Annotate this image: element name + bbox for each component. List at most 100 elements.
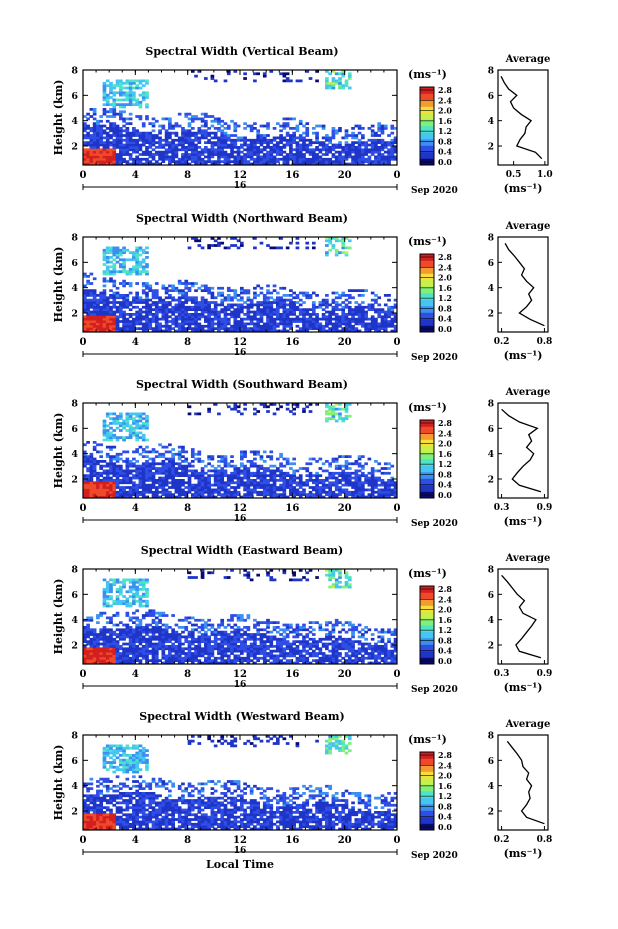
heatmap-cell: [207, 479, 211, 482]
heatmap-cell: [105, 628, 110, 632]
heatmap-cell: [164, 329, 169, 333]
heatmap-cell: [141, 79, 146, 83]
heatmap-cell: [334, 407, 339, 411]
heatmap-cell: [213, 317, 218, 321]
heatmap-cell: [230, 455, 234, 459]
heatmap-cell: [289, 481, 293, 485]
heatmap-cell: [344, 479, 349, 482]
heatmap-cell: [315, 490, 319, 494]
heatmap-cell: [194, 305, 198, 309]
heatmap-cell: [190, 155, 195, 159]
heatmap-cell: [377, 495, 382, 499]
heatmap-cell: [89, 483, 94, 487]
heatmap-cell: [292, 479, 296, 482]
heatmap-cell: [275, 313, 280, 316]
heatmap-cell: [364, 327, 368, 331]
heatmap-cell: [128, 493, 133, 497]
heatmap-cell: [249, 490, 254, 494]
heatmap-cell: [246, 308, 251, 312]
heatmap-cell: [125, 457, 130, 461]
heatmap-cell: [347, 146, 352, 149]
heatmap-cell: [187, 488, 192, 492]
heatmap-cell: [118, 580, 123, 584]
heatmap-cell: [223, 134, 228, 137]
heatmap-cell: [259, 474, 264, 478]
heatmap-cell: [259, 141, 264, 145]
heatmap-cell: [115, 652, 120, 655]
heatmap-cell: [210, 291, 215, 295]
heatmap-cell: [344, 483, 349, 487]
heatmap-cell: [164, 474, 169, 478]
heatmap-cell: [357, 464, 362, 468]
heatmap-cell: [289, 148, 293, 152]
heatmap-cell: [168, 134, 172, 137]
heatmap-cell: [154, 291, 159, 295]
heatmap-cell: [374, 131, 378, 135]
heatmap-cell: [361, 143, 365, 147]
heatmap-cell: [279, 129, 283, 133]
heatmap-cell: [96, 642, 100, 646]
heatmap-cell: [115, 460, 120, 463]
heatmap-cell: [184, 286, 189, 290]
heatmap-cell: [240, 286, 244, 290]
heatmap-cell: [125, 462, 130, 466]
heatmap-cell: [285, 246, 290, 250]
heatmap-cell: [295, 79, 300, 83]
heatmap-cell: [151, 148, 156, 152]
heatmap-cell: [184, 313, 189, 316]
heatmap-cell: [161, 117, 166, 121]
heatmap-cell: [331, 246, 336, 250]
heatmap-cell: [246, 313, 251, 316]
heatmap-cell: [347, 86, 352, 90]
heatmap-cell: [83, 474, 87, 478]
heatmap-cell: [305, 146, 310, 149]
heatmap-cell: [105, 303, 110, 307]
heatmap-cell: [128, 486, 133, 489]
heatmap-cell: [122, 654, 126, 658]
heatmap-cell: [328, 464, 332, 468]
heatmap-cell: [289, 317, 293, 321]
heatmap-cell: [220, 294, 225, 297]
heatmap-cell: [364, 317, 368, 321]
heatmap-cell: [118, 656, 123, 660]
heatmap-cell: [233, 493, 238, 497]
heatmap-cell: [256, 320, 261, 323]
colorbar-swatch: [420, 139, 434, 146]
heatmap-cell: [112, 483, 117, 487]
heatmap-cell: [266, 284, 270, 288]
heatmap-cell: [279, 469, 283, 473]
heatmap-cell: [351, 493, 355, 497]
heatmap-cell: [138, 93, 143, 97]
heatmap-cell: [213, 476, 218, 480]
heatmap-cell: [292, 403, 296, 406]
heatmap-cell: [223, 460, 228, 463]
heatmap-cell: [115, 455, 120, 459]
heatmap-cell: [298, 308, 303, 312]
heatmap-cell: [282, 483, 287, 487]
heatmap-cell: [141, 438, 146, 442]
heatmap-cell: [370, 143, 375, 147]
heatmap-cell: [331, 324, 336, 328]
heatmap-cell: [158, 141, 162, 145]
heatmap-cell: [289, 320, 293, 323]
heatmap-cell: [210, 146, 215, 149]
heatmap-cell: [338, 303, 342, 307]
heatmap-cell: [279, 303, 283, 307]
heatmap-cell: [105, 315, 110, 319]
heatmap-cell: [92, 313, 97, 316]
heatmap-cell: [184, 150, 189, 154]
heatmap-cell: [393, 138, 398, 142]
heatmap-cell: [262, 474, 267, 478]
heatmap-cell: [105, 479, 110, 482]
heatmap-cell: [171, 286, 175, 290]
heatmap-cell: [377, 488, 382, 492]
heatmap-cell: [128, 284, 133, 288]
heatmap-cell: [200, 162, 205, 166]
heatmap-cell: [380, 310, 385, 314]
heatmap-cell: [102, 270, 107, 274]
heatmap-cell: [194, 162, 198, 166]
heatmap-cell: [213, 136, 218, 140]
heatmap-cell: [118, 488, 123, 492]
heatmap-cell: [122, 117, 126, 121]
heatmap-cell: [190, 160, 195, 164]
